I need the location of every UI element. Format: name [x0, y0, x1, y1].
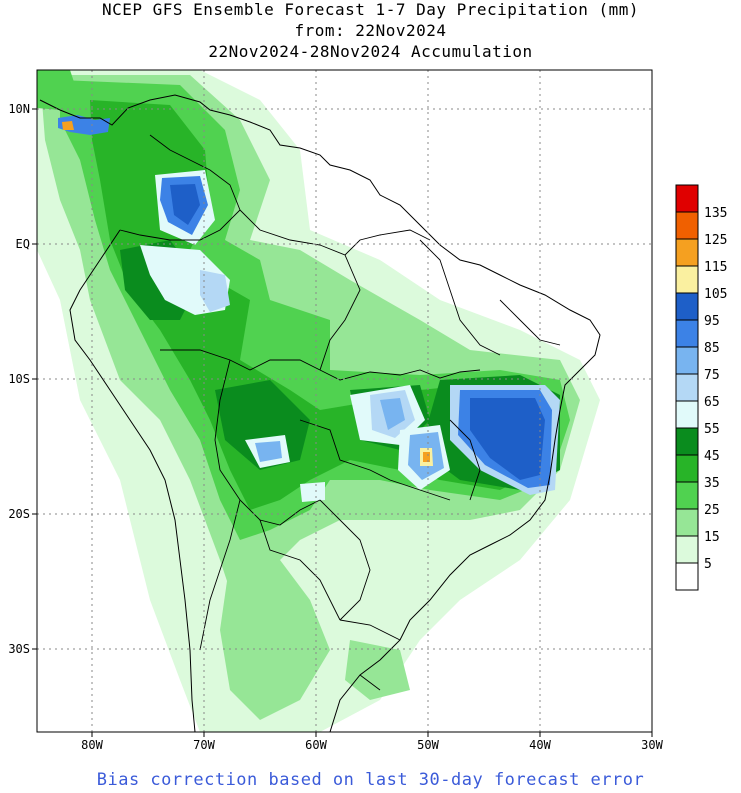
legend-swatch [675, 184, 699, 213]
lon-label-40w: 40W [529, 738, 551, 752]
legend-label: 25 [704, 503, 720, 518]
legend-label: 105 [704, 287, 727, 302]
legend-swatch [675, 454, 699, 483]
legend-swatch [675, 319, 699, 348]
legend-label: 15 [704, 530, 720, 545]
lon-label-30w: 30W [641, 738, 663, 752]
legend-swatch [675, 211, 699, 240]
legend-label: 85 [704, 341, 720, 356]
legend-label: 125 [704, 233, 727, 248]
legend-swatch [675, 508, 699, 537]
legend-swatch [675, 562, 699, 591]
lat-label-10s: 10S [8, 372, 30, 386]
map-frame [36, 69, 653, 733]
lat-label-eq: EQ [16, 237, 30, 251]
legend-label: 35 [704, 476, 720, 491]
precip-65mm-amazon [200, 270, 230, 312]
lon-label-60w: 60W [305, 738, 327, 752]
precip-95mm-bahia [470, 398, 545, 480]
legend-label: 135 [704, 206, 727, 221]
legend-label: 45 [704, 449, 720, 464]
precip-panama-orange [62, 121, 74, 130]
legend-label: 5 [704, 557, 712, 572]
legend-label: 55 [704, 422, 720, 437]
precip-55mm-paraguay [300, 482, 325, 502]
legend-swatch [675, 346, 699, 375]
legend-colorbar: 135 125 115 105 95 85 75 65 55 45 35 25 15 5 [675, 184, 727, 591]
legend-swatch [675, 535, 699, 564]
legend-swatch [675, 265, 699, 294]
lon-label-80w: 80W [81, 738, 103, 752]
bias-correction-note: Bias correction based on last 30-day for… [96, 770, 645, 790]
precip-115mm-goias [423, 452, 430, 462]
legend-swatch [675, 427, 699, 456]
lat-label-10n: 10N [8, 102, 30, 116]
legend-swatch [675, 400, 699, 429]
title-line-2: from: 22Nov2024 [294, 21, 447, 40]
tick-marks [32, 108, 653, 737]
legend-label: 95 [704, 314, 720, 329]
legend-swatch [675, 373, 699, 402]
precip-15mm-uruguay [345, 640, 410, 700]
precip-central-america [37, 70, 80, 110]
precip-95mm-colombia [170, 184, 200, 225]
legend-label: 115 [704, 260, 727, 275]
legend-swatch [675, 238, 699, 267]
lat-label-30s: 30S [8, 642, 30, 656]
legend-label: 75 [704, 368, 720, 383]
legend-swatch [675, 292, 699, 321]
lat-label-20s: 20S [8, 507, 30, 521]
legend-label: 65 [704, 395, 720, 410]
lon-label-50w: 50W [417, 738, 439, 752]
title-line-1: NCEP GFS Ensemble Forecast 1-7 Day Preci… [101, 0, 640, 19]
precip-75mm-central [380, 398, 405, 430]
coastline [39, 94, 601, 732]
precipitation-field [37, 70, 652, 732]
precip-15mm-south [220, 560, 330, 720]
legend-swatch [675, 481, 699, 510]
lon-label-70w: 70W [193, 738, 215, 752]
grid-lines [37, 70, 652, 732]
title-line-3: 22Nov2024-28Nov2024 Accumulation [208, 42, 533, 61]
precip-75mm-bolivia [255, 441, 282, 462]
